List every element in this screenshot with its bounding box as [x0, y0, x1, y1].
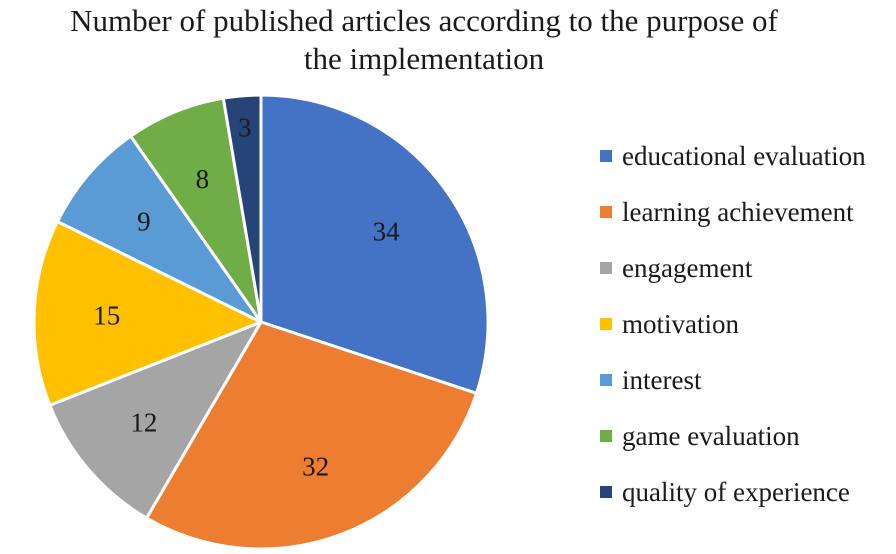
data-label-engagement: 12: [130, 407, 157, 437]
legend-label: learning achievement: [622, 196, 854, 227]
data-label-motivation: 15: [93, 301, 120, 331]
legend-swatch: [600, 430, 612, 442]
data-label-quality-of-experience: 3: [238, 112, 252, 142]
chart-title-line-2: the implementation: [303, 41, 545, 76]
pie-slice-quality-of-experience: [221, 93, 263, 324]
data-label-learning-achievement: 32: [302, 451, 329, 481]
legend-swatch: [600, 206, 612, 218]
chart-legend: educational evaluation learning achieveme…: [600, 128, 866, 520]
data-label-interest: 9: [137, 207, 151, 237]
legend-label: educational evaluation: [622, 140, 866, 171]
data-label-educational-evaluation: 34: [373, 217, 401, 247]
legend-swatch: [600, 486, 612, 498]
legend-label: game evaluation: [622, 420, 800, 451]
legend-swatch: [600, 318, 612, 330]
legend-item-motivation: motivation: [600, 296, 866, 352]
pie-slice-engagement: [48, 320, 263, 520]
legend-swatch: [600, 374, 612, 386]
pie-slice-game-evaluation: [129, 96, 263, 324]
legend-swatch: [600, 262, 612, 274]
legend-label: engagement: [622, 252, 753, 283]
legend-label: interest: [622, 364, 702, 395]
legend-item-educational-evaluation: educational evaluation: [600, 128, 866, 184]
legend-item-interest: interest: [600, 352, 866, 408]
pie-slice-educational-evaluation: [259, 93, 490, 395]
chart-title-line-1: Number of published articles according t…: [70, 3, 778, 38]
legend-swatch: [600, 150, 612, 162]
legend-item-learning-achievement: learning achievement: [600, 184, 866, 240]
legend-item-quality-of-experience: quality of experience: [600, 464, 866, 520]
data-label-game-evaluation: 8: [196, 164, 210, 194]
legend-item-game-evaluation: game evaluation: [600, 408, 866, 464]
pie-slice-interest: [55, 134, 263, 324]
legend-label: quality of experience: [622, 476, 850, 507]
chart-title: Number of published articles according t…: [0, 2, 848, 78]
legend-item-engagement: engagement: [600, 240, 866, 296]
legend-label: motivation: [622, 308, 739, 339]
pie-slice-motivation: [32, 219, 263, 407]
